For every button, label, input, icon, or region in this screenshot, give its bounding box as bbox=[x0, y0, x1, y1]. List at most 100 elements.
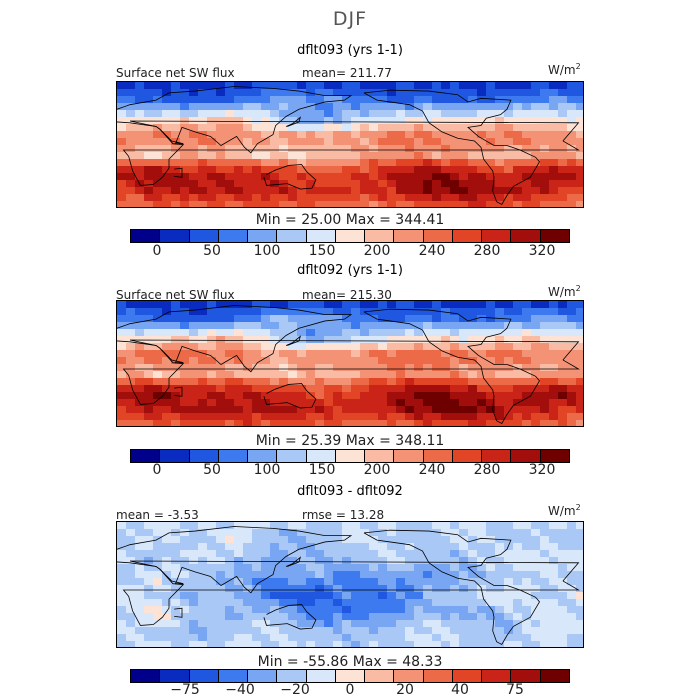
heatmap-cell bbox=[558, 159, 568, 167]
heatmap-cell bbox=[540, 131, 550, 139]
heatmap-cell bbox=[531, 124, 541, 132]
heatmap-cell bbox=[432, 301, 442, 309]
heatmap-cell bbox=[324, 89, 334, 97]
heatmap-cell bbox=[513, 124, 523, 132]
heatmap-cell bbox=[234, 82, 244, 90]
heatmap-cell bbox=[126, 89, 136, 97]
heatmap-cell bbox=[288, 406, 298, 414]
heatmap-cell bbox=[225, 343, 235, 351]
heatmap-cell bbox=[423, 166, 433, 174]
heatmap-cell bbox=[486, 166, 496, 174]
heatmap-cell bbox=[261, 529, 271, 537]
heatmap-cell bbox=[162, 180, 172, 188]
heatmap-cell bbox=[513, 82, 523, 90]
heatmap-cell bbox=[243, 529, 253, 537]
heatmap-cell bbox=[450, 301, 460, 309]
heatmap-cell bbox=[423, 343, 433, 351]
heatmap-cell bbox=[171, 585, 181, 593]
heatmap-cell bbox=[513, 308, 523, 316]
heatmap-cell bbox=[135, 301, 145, 309]
heatmap-cell bbox=[279, 599, 289, 607]
heatmap-cell bbox=[360, 138, 370, 146]
heatmap-cell bbox=[216, 336, 226, 344]
heatmap-cell bbox=[522, 413, 532, 421]
heatmap-cell bbox=[405, 371, 415, 379]
heatmap-cell bbox=[207, 399, 217, 407]
heatmap-cell bbox=[270, 550, 280, 558]
heatmap-cell bbox=[459, 322, 469, 330]
heatmap-cell bbox=[450, 117, 460, 125]
heatmap-cell bbox=[333, 343, 343, 351]
heatmap-cell bbox=[306, 536, 316, 544]
heatmap-cell bbox=[117, 406, 127, 414]
heatmap-cell bbox=[387, 406, 397, 414]
heatmap-cell bbox=[324, 550, 334, 558]
heatmap-cell bbox=[468, 315, 478, 323]
colorbar-tick-label: 150 bbox=[308, 462, 336, 478]
heatmap-cell bbox=[180, 138, 190, 146]
heatmap-cell bbox=[495, 173, 505, 181]
heatmap-cell bbox=[558, 329, 568, 337]
heatmap-cell bbox=[315, 336, 325, 344]
heatmap-cell bbox=[558, 96, 568, 104]
heatmap-cell bbox=[387, 378, 397, 386]
heatmap-cell bbox=[567, 315, 577, 323]
heatmap-cell bbox=[279, 613, 289, 621]
heatmap-cell bbox=[549, 329, 559, 337]
heatmap-cell bbox=[270, 641, 280, 647]
heatmap-cell bbox=[135, 634, 145, 642]
heatmap-cell bbox=[342, 578, 352, 586]
heatmap-cell bbox=[162, 364, 172, 372]
heatmap-cell bbox=[333, 550, 343, 558]
heatmap-cell bbox=[171, 385, 181, 393]
heatmap-cell bbox=[477, 357, 487, 365]
heatmap-cell bbox=[315, 364, 325, 372]
heatmap-cell bbox=[369, 131, 379, 139]
heatmap-cell bbox=[270, 117, 280, 125]
colorbar-tick-label: −40 bbox=[225, 682, 255, 698]
heatmap-cell bbox=[531, 110, 541, 118]
heatmap-cell bbox=[540, 634, 550, 642]
heatmap-cell bbox=[216, 529, 226, 537]
heatmap-cell bbox=[198, 180, 208, 188]
heatmap-cell bbox=[450, 613, 460, 621]
heatmap-cell bbox=[387, 308, 397, 316]
heatmap-cell bbox=[486, 529, 496, 537]
heatmap-cell bbox=[495, 627, 505, 635]
heatmap-cell bbox=[423, 96, 433, 104]
heatmap-cell bbox=[144, 543, 154, 551]
heatmap-cell bbox=[522, 392, 532, 400]
heatmap-cell bbox=[549, 89, 559, 97]
heatmap-cell bbox=[504, 420, 514, 426]
heatmap-cell bbox=[441, 529, 451, 537]
heatmap-cell bbox=[207, 336, 217, 344]
heatmap-cell bbox=[360, 543, 370, 551]
heatmap-cell bbox=[405, 308, 415, 316]
heatmap-cell bbox=[207, 357, 217, 365]
heatmap-cell bbox=[162, 301, 172, 309]
heatmap-cell bbox=[378, 103, 388, 111]
heatmap-cell bbox=[477, 329, 487, 337]
heatmap-cell bbox=[117, 194, 127, 202]
heatmap-cell bbox=[315, 599, 325, 607]
heatmap-cell bbox=[423, 406, 433, 414]
heatmap-cell bbox=[477, 529, 487, 537]
heatmap-cell bbox=[387, 641, 397, 647]
heatmap-cell bbox=[171, 550, 181, 558]
heatmap-cell bbox=[351, 159, 361, 167]
heatmap-cell bbox=[117, 138, 127, 146]
heatmap-cell bbox=[378, 522, 388, 530]
heatmap-cell bbox=[549, 82, 559, 90]
heatmap-cell bbox=[540, 187, 550, 195]
heatmap-cell bbox=[414, 627, 424, 635]
heatmap-cell bbox=[468, 578, 478, 586]
heatmap-cell bbox=[198, 89, 208, 97]
heatmap-cell bbox=[558, 308, 568, 316]
heatmap-cell bbox=[468, 322, 478, 330]
heatmap-cell bbox=[432, 385, 442, 393]
heatmap-cell bbox=[486, 385, 496, 393]
heatmap-cell bbox=[477, 592, 487, 600]
heatmap-cell bbox=[135, 406, 145, 414]
heatmap-cell bbox=[441, 592, 451, 600]
heatmap-cell bbox=[405, 180, 415, 188]
